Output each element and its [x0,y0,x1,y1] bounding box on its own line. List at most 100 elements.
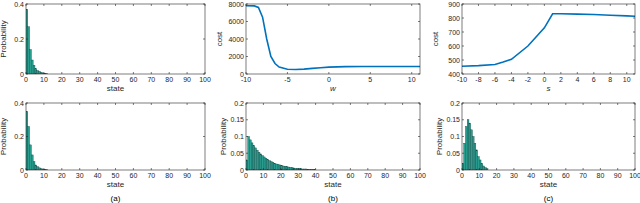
x-tick-label: -2 [525,76,531,83]
x-tick [133,168,134,170]
x-tick-label: 80 [165,76,173,83]
x-axis-label: s [547,84,551,93]
y-tick-label: 700 [448,29,460,36]
x-tick-label: 70 [147,76,155,83]
bar [265,158,267,170]
x-tick [626,4,627,6]
x-tick [577,72,578,74]
x-tick [513,103,514,105]
x-tick-label: 60 [347,172,355,179]
x-tick [479,103,480,105]
y-tick [633,18,635,19]
x-tick [187,168,188,170]
x-tick [617,168,618,170]
y-tick-label: 0.4 [14,1,24,8]
y-tick-label: 0.15 [230,116,244,123]
y-tick [26,39,28,40]
y-tick [462,18,464,19]
x-tick-label: 40 [94,76,102,83]
axes-frame [462,103,635,170]
x-tick-label: 8 [608,76,612,83]
y-tick [633,103,635,104]
y-tick [418,74,420,75]
bar [286,167,288,170]
x-tick [560,72,561,74]
x-tick [133,4,134,6]
y-tick [418,21,420,22]
x-tick [280,168,281,170]
x-tick-label: 20 [277,172,285,179]
bar [469,123,471,170]
bar [267,160,269,170]
x-tick [328,72,329,74]
panel: -10-5051002000400060008000wcost [215,1,420,94]
x-tick [187,103,188,105]
x-tick [169,72,170,74]
y-tick [246,21,248,22]
y-tick-label: 0.1 [234,133,244,140]
bar [283,166,285,170]
x-tick-label: 70 [147,172,155,179]
x-tick [583,168,584,170]
x-tick [560,4,561,6]
y-tick-label: 600 [448,43,460,50]
x-tick [367,103,368,105]
bar [33,65,35,74]
y-tick [203,136,205,137]
x-tick [513,168,514,170]
x-axis-label: state [107,84,125,93]
x-tick [43,168,44,170]
plot-bg [26,4,205,74]
line [246,6,420,70]
y-axis-label: cost [431,31,440,46]
x-tick-label: 80 [165,172,173,179]
bar [39,168,41,170]
x-tick [79,4,80,6]
bar [276,164,278,170]
y-tick [633,4,635,5]
y-tick [203,74,205,75]
x-tick [494,72,495,74]
bar [293,168,295,170]
y-tick-label: 0.1 [450,133,460,140]
y-tick-label: 2000 [228,53,244,60]
x-tick [79,72,80,74]
x-tick-label: 70 [364,172,372,179]
marks [26,111,47,170]
x-tick [548,168,549,170]
x-tick-label: -6 [492,76,498,83]
x-tick-label: 50 [112,76,120,83]
x-tick [246,103,247,105]
x-tick-label: 90 [614,172,622,179]
x-tick [496,103,497,105]
x-tick [385,103,386,105]
bar [39,71,41,74]
x-tick [333,103,334,105]
x-tick [402,168,403,170]
bar [31,60,33,74]
x-tick [187,72,188,74]
x-tick [496,168,497,170]
x-tick [169,103,170,105]
x-tick-label: 0 [24,172,28,179]
x-tick [169,168,170,170]
x-tick [593,4,594,6]
x-tick [531,103,532,105]
y-tick-label: 0 [456,167,460,174]
x-tick-label: 40 [527,172,535,179]
y-tick [462,32,464,33]
y-tick [203,4,205,5]
y-tick-label: 0.15 [446,116,460,123]
bar [279,165,281,170]
x-tick [600,168,601,170]
panel: 010203040506070809010000.20.4stateProbab… [0,100,211,203]
x-tick [494,4,495,6]
bar [277,164,279,170]
bar [476,150,478,170]
x-tick [367,168,368,170]
x-tick-label: 60 [130,172,138,179]
bar [465,126,467,170]
x-tick [79,168,80,170]
x-tick-label: 2 [559,76,563,83]
x-tick [420,103,421,105]
